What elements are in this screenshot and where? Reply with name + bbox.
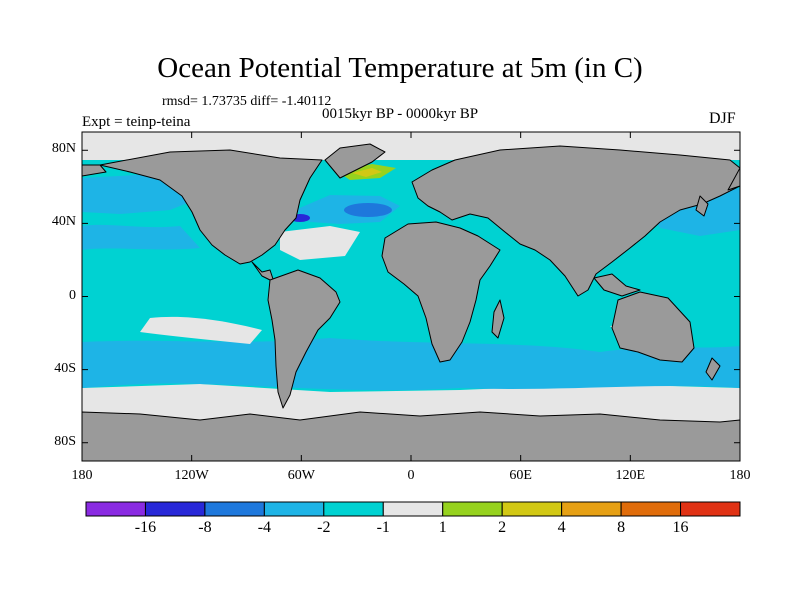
- south-america-landmass: [267, 269, 341, 409]
- alaska-landmass: [82, 164, 107, 177]
- colorbar-swatch: [323, 501, 384, 517]
- colorbar-swatch: [442, 501, 503, 517]
- colorbar-swatch: [561, 501, 622, 517]
- antarctica-landmass: [82, 411, 740, 461]
- subtropical-atlantic-neutral-region: [280, 226, 360, 260]
- colorbar-swatch: [263, 501, 325, 517]
- colorbar: [85, 501, 741, 517]
- colorbar-swatch: [382, 501, 444, 517]
- maritime-continent-landmass: [593, 273, 641, 297]
- colorbar-label: -2: [317, 519, 331, 536]
- africa-landmass: [381, 221, 501, 363]
- colorbar-swatch: [204, 501, 265, 517]
- longitude-label: 180: [71, 468, 93, 483]
- latitude-label: 40S: [54, 360, 76, 376]
- longitude-label: 60W: [287, 468, 315, 483]
- latitude-label: 40N: [51, 214, 76, 230]
- map-title: Ocean Potential Temperature at 5m (in C): [157, 52, 643, 84]
- colorbar-swatch: [85, 501, 146, 517]
- colorbar-label: 1: [438, 519, 447, 536]
- colorbar-swatch: [501, 501, 563, 517]
- stats-text: rmsd= 1.73735 diff= -1.40112: [162, 94, 332, 109]
- colorbar-label: 16: [672, 519, 689, 536]
- madagascar-landmass: [491, 299, 505, 339]
- longitude-label: 0: [407, 468, 415, 483]
- colorbar-label: -8: [198, 519, 212, 536]
- experiment-label: Expt = teinp-teina: [82, 114, 191, 130]
- chukotka-landmass: [727, 167, 740, 191]
- colorbar-label: 8: [617, 519, 626, 536]
- map-area: [82, 132, 740, 461]
- central-america-landmass: [251, 261, 275, 283]
- map-axis-ticks: [81, 132, 741, 461]
- longitude-label: 120W: [174, 468, 209, 483]
- north-atlantic-strong-cooling: [344, 203, 392, 217]
- longitude-label: 60E: [509, 468, 532, 483]
- period-text: 0015kyr BP - 0000kyr BP: [322, 106, 479, 122]
- latitude-label: 80S: [54, 433, 76, 449]
- land-layer: [82, 143, 740, 461]
- latitude-label: 80N: [51, 141, 76, 157]
- colorbar-label: 4: [557, 519, 566, 536]
- eurasia-landmass: [411, 145, 740, 297]
- south-pacific-neutral-region: [140, 316, 262, 344]
- latitude-label: 0: [69, 287, 76, 303]
- colorbar-swatch: [144, 501, 206, 517]
- colorbar-swatch: [620, 501, 682, 517]
- north-america-landmass: [99, 149, 323, 265]
- colorbar-label: -4: [257, 519, 272, 536]
- greenland-landmass: [324, 143, 386, 179]
- colorbar-label: -1: [376, 519, 390, 536]
- longitude-label: 120E: [615, 468, 646, 483]
- southern-ocean-cool-band: [82, 338, 740, 391]
- nordic-sea-strong-warming: [352, 168, 382, 177]
- colorbar-label: -16: [134, 519, 157, 536]
- colorbar-label: 2: [498, 519, 507, 536]
- japan-landmass: [695, 195, 709, 217]
- new-zealand-landmass: [705, 357, 721, 381]
- colorbar-swatch: [680, 501, 741, 517]
- longitude-label: 180: [729, 468, 751, 483]
- australia-landmass: [611, 291, 695, 363]
- east-pacific-cool-region: [82, 224, 200, 250]
- season-label: DJF: [709, 110, 736, 127]
